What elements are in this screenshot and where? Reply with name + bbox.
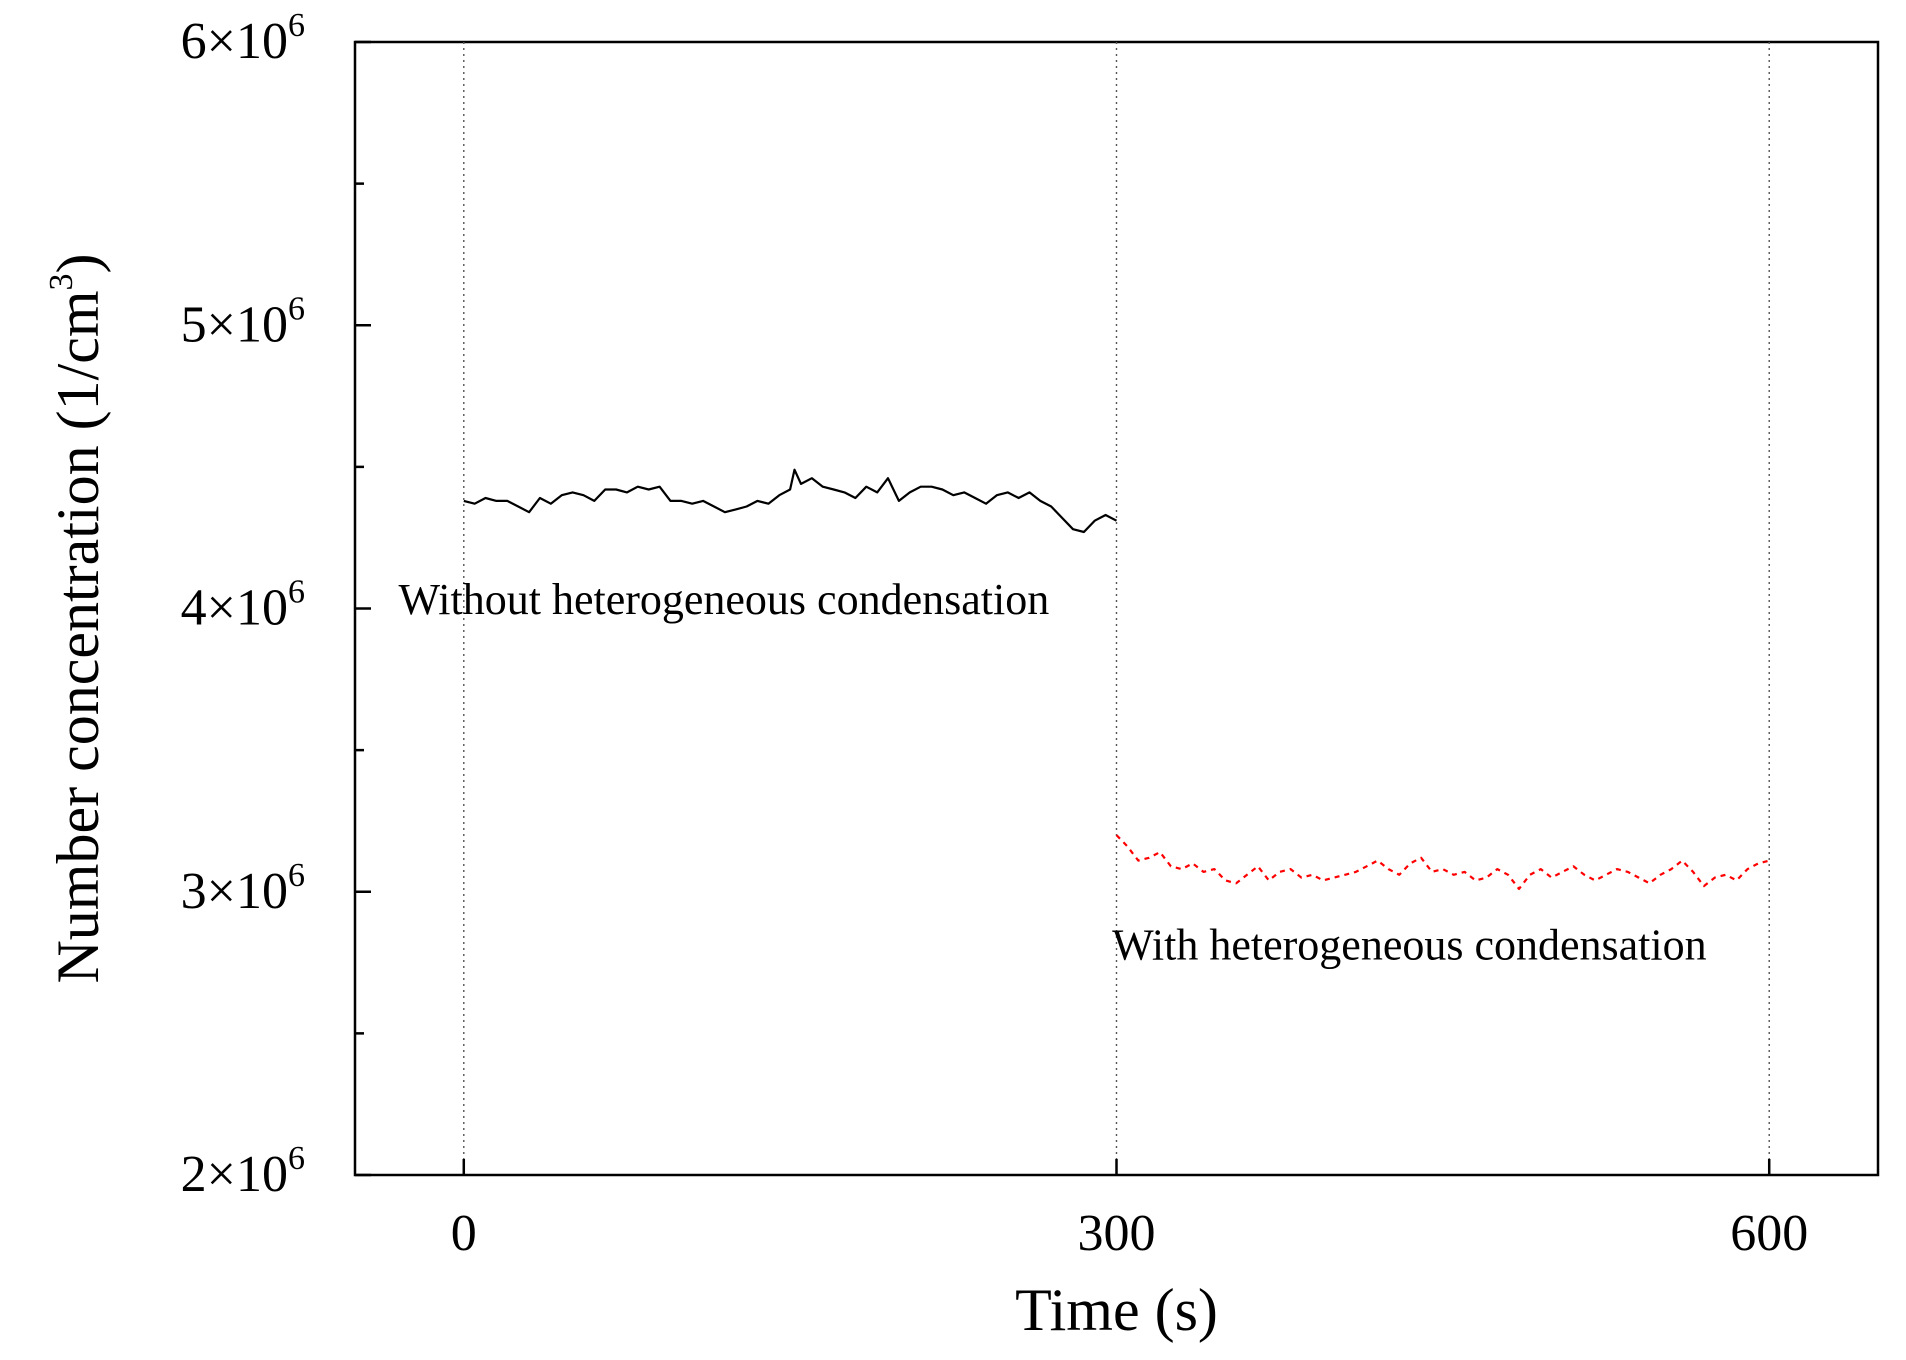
x-axis-ticks: 0 300 600 <box>451 1159 1808 1262</box>
series-line-red <box>1115 834 1770 890</box>
series-line-black <box>463 468 1118 534</box>
x-tick-label: 0 <box>451 1205 477 1262</box>
annotations: Without heterogeneous condensation With h… <box>399 575 1707 970</box>
y-tick-label: 3×106 <box>181 857 305 920</box>
y-axis-title: Number concentration (1/cm3) <box>43 253 111 983</box>
y-tick-label: 2×106 <box>181 1140 305 1203</box>
x-axis-title: Time (s) <box>1015 1277 1218 1343</box>
y-axis-title-main: Number concentration (1/cm <box>45 290 111 983</box>
y-tick-label: 5×106 <box>181 290 305 353</box>
y-axis-title-close: ) <box>45 253 111 273</box>
x-tick-label: 300 <box>1078 1205 1156 1262</box>
annotation-label: Without heterogeneous condensation <box>399 575 1050 624</box>
y-tick-label: 6×106 <box>181 7 305 70</box>
y-axis-ticks: 2×106 3×106 4×106 5×106 6×106 <box>181 7 371 1203</box>
y-axis-title-sup: 3 <box>43 273 80 290</box>
annotation-label: With heterogeneous condensation <box>1112 921 1707 970</box>
y-tick-label: 4×106 <box>181 574 305 637</box>
x-tick-label: 600 <box>1730 1205 1808 1262</box>
series-group <box>463 468 1770 890</box>
